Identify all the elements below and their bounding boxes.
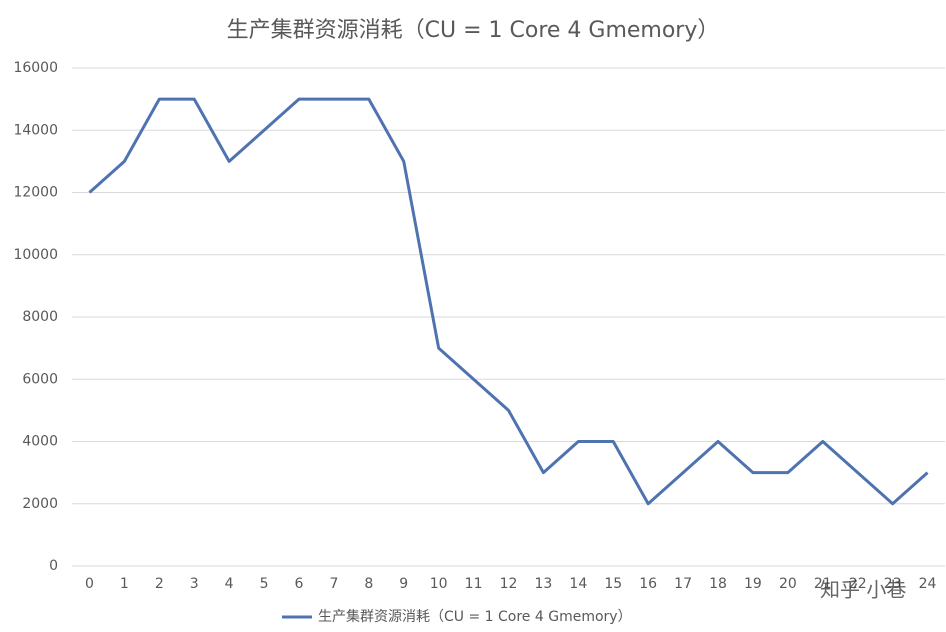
y-tick-label: 2000 [22, 496, 58, 512]
x-tick-label: 20 [779, 576, 797, 592]
y-tick-label: 16000 [13, 60, 58, 76]
data-line [88, 97, 929, 506]
chart-title: 生产集群资源消耗（CU = 1 Core 4 Gmemory） [227, 18, 720, 43]
x-tick-label: 6 [295, 576, 304, 592]
x-tick-label: 1 [120, 576, 129, 592]
x-tick-label: 12 [500, 576, 518, 592]
x-tick-label: 9 [399, 576, 408, 592]
x-tick-label: 24 [919, 576, 937, 592]
y-tick-label: 12000 [13, 185, 58, 201]
x-tick-label: 4 [225, 576, 234, 592]
x-tick-label: 3 [190, 576, 199, 592]
x-tick-label: 13 [535, 576, 553, 592]
x-tick-label: 18 [709, 576, 727, 592]
x-tick-label: 2 [155, 576, 164, 592]
x-tick-label: 22 [849, 576, 867, 592]
y-tick-label: 8000 [22, 309, 58, 325]
y-tick-label: 4000 [22, 434, 58, 450]
legend-label: 生产集群资源消耗（CU = 1 Core 4 Gmemory） [318, 608, 632, 625]
x-tick-label: 8 [364, 576, 373, 592]
x-tick-label: 10 [430, 576, 448, 592]
x-tick-label: 0 [85, 576, 94, 592]
x-tick-label: 23 [884, 576, 902, 592]
x-tick-label: 17 [674, 576, 692, 592]
x-tick-label: 7 [329, 576, 338, 592]
x-tick-label: 14 [569, 576, 587, 592]
y-tick-label: 0 [49, 558, 58, 574]
x-tick-label: 16 [639, 576, 657, 592]
y-tick-label: 6000 [22, 371, 58, 387]
x-tick-label: 5 [260, 576, 269, 592]
x-tick-label: 19 [744, 576, 762, 592]
y-tick-label: 10000 [13, 247, 58, 263]
x-tick-label: 21 [814, 576, 832, 592]
x-tick-label: 11 [465, 576, 483, 592]
y-tick-label: 14000 [13, 122, 58, 138]
watermark: 知乎 小巷 [820, 578, 906, 602]
x-tick-label: 15 [604, 576, 622, 592]
